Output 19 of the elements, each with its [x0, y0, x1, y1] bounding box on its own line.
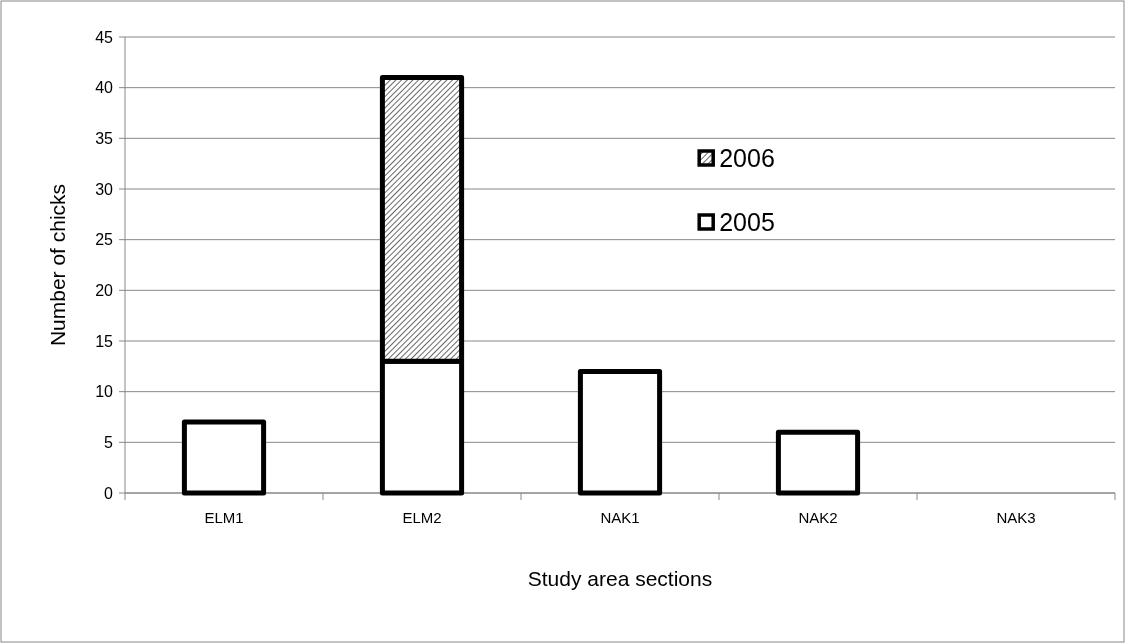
y-axis-title: Number of chicks	[46, 183, 69, 347]
x-tick-label: NAK2	[798, 509, 838, 526]
y-tick-label: 25	[95, 231, 114, 249]
y-tick-label: 0	[104, 484, 114, 502]
x-tick-label: ELM1	[204, 509, 244, 526]
legend-label: 2006	[719, 143, 775, 172]
y-tick-label: 5	[104, 433, 114, 451]
x-tick-label: NAK1	[600, 509, 640, 526]
x-tick-label: NAK3	[996, 509, 1036, 526]
legend-label: 2005	[719, 207, 775, 236]
x-tick-label: ELM2	[402, 509, 442, 526]
y-tick-label: 10	[95, 383, 114, 401]
x-axis-title: Study area sections	[527, 567, 713, 590]
y-tick-label: 20	[95, 281, 114, 299]
y-tick-label: 40	[95, 79, 114, 97]
y-tick-label: 15	[95, 332, 114, 350]
y-tick-label: 45	[95, 28, 114, 46]
y-tick-label: 30	[95, 180, 114, 198]
y-tick-label: 35	[95, 129, 114, 147]
